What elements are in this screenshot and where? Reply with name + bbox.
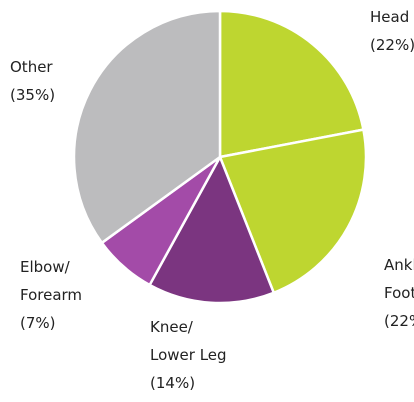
label-line: Knee/ [150, 318, 194, 336]
label-line: Head [370, 8, 409, 26]
label-line: Lower Leg [150, 346, 227, 364]
pie-slice [147, 154, 276, 305]
value-label: (14%) [150, 374, 195, 392]
pie-slice [218, 9, 365, 159]
label-line: Other [10, 58, 53, 76]
slice-label: Ankle/Foot (22%) [384, 256, 414, 330]
label-line: Foot [384, 284, 414, 302]
value-label: (22%) [384, 312, 414, 330]
label-line: Forearm [20, 286, 82, 304]
value-label: (35%) [10, 86, 55, 104]
pie-slice [72, 9, 222, 245]
slice-label: Other (35%) [10, 58, 55, 104]
value-label: (7%) [20, 314, 56, 332]
label-line: Ankle/ [384, 256, 414, 274]
slice-label: Head (22%) [370, 8, 414, 54]
value-label: (22%) [370, 36, 414, 54]
label-line: Elbow/ [20, 258, 71, 276]
pie-slice [218, 128, 368, 295]
slice-label: Elbow/Forearm (7%) [20, 258, 82, 332]
slice-label: Knee/Lower Leg (14%) [150, 318, 227, 392]
